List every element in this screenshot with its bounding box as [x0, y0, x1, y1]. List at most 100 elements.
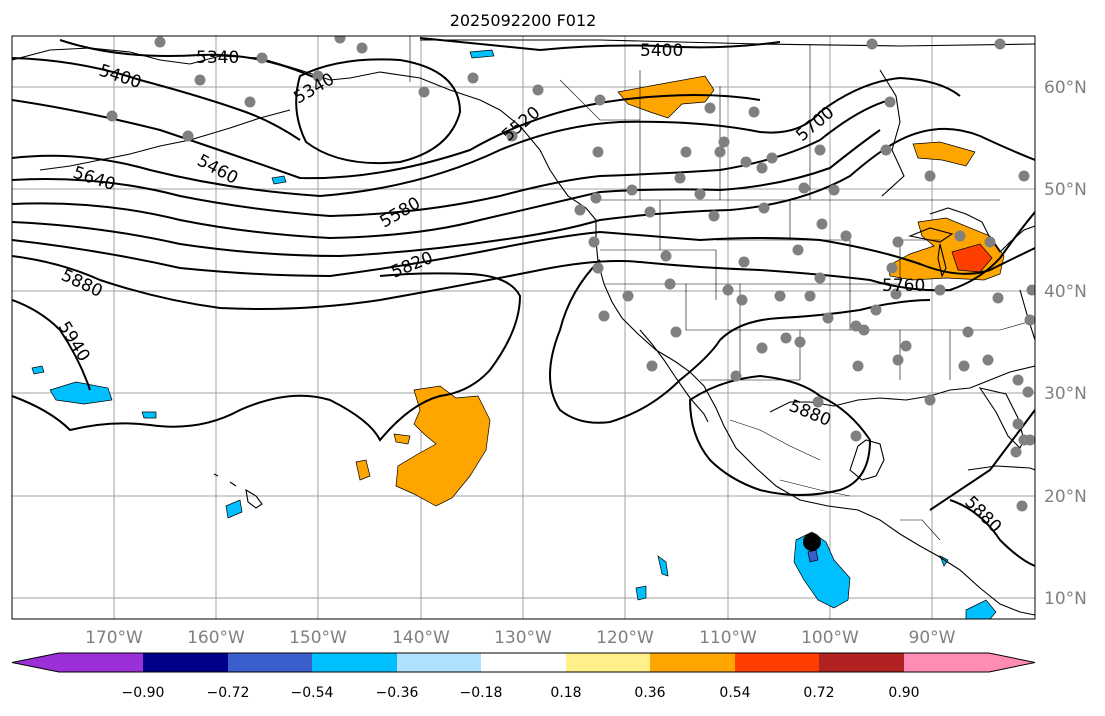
station-marker: [984, 236, 996, 248]
colorbar-tick-label: −0.36: [376, 685, 419, 701]
lon-label: 150°W: [289, 628, 347, 648]
station-marker: [182, 130, 194, 142]
station-marker: [792, 244, 804, 256]
station-marker: [982, 354, 994, 366]
colorbar-segment: [566, 653, 650, 672]
coastline-lake-michigan: [937, 243, 947, 278]
station-markers: [106, 36, 1035, 512]
negative-anomaly-area: [271, 175, 287, 185]
station-marker: [598, 310, 610, 322]
station-marker: [870, 304, 882, 316]
station-marker: [694, 188, 706, 200]
station-marker: [1016, 500, 1028, 512]
coastline-alaska: [12, 47, 559, 183]
station-marker: [588, 236, 600, 248]
contour-5940: [12, 299, 91, 391]
colorbar-segment: [59, 653, 143, 672]
station-marker: [924, 394, 936, 406]
colorbar-segment: [481, 653, 566, 672]
coastline-cuba: [967, 465, 1035, 471]
colorbar-tick-label: 0.90: [888, 685, 919, 701]
coastline-baja: [639, 329, 709, 423]
station-marker: [866, 38, 878, 50]
contour-5640: [12, 129, 881, 240]
station-marker: [774, 290, 786, 302]
colorbar-tick-label: −0.72: [207, 685, 250, 701]
colorbar-tick-label: −0.90: [122, 685, 165, 701]
negative-anomaly-area: [635, 585, 647, 601]
lat-label: 60°N: [1044, 78, 1087, 98]
colorbar-segment: [397, 653, 481, 672]
station-marker: [994, 38, 1006, 50]
contour-label: 5340: [196, 48, 239, 68]
station-marker: [506, 130, 518, 142]
station-marker: [626, 184, 638, 196]
lon-label: 160°W: [187, 628, 245, 648]
station-marker: [924, 170, 936, 182]
station-marker: [858, 324, 870, 336]
station-marker: [738, 256, 750, 268]
colorbar: [11, 652, 1036, 673]
colorbar-extend-low: [12, 653, 59, 672]
station-marker: [884, 96, 896, 108]
colorbar-segment: [819, 653, 904, 672]
negative-anomaly-area: [965, 599, 997, 619]
station-marker: [718, 136, 730, 148]
station-marker: [814, 272, 826, 284]
station-marker: [1018, 434, 1030, 446]
lon-label: 170°W: [85, 628, 143, 648]
station-marker: [714, 146, 726, 158]
station-marker: [154, 36, 166, 48]
station-marker: [1024, 314, 1035, 326]
height-contours: [12, 37, 1035, 567]
station-marker: [804, 290, 816, 302]
station-marker: [840, 230, 852, 242]
lon-label: 110°W: [699, 628, 757, 648]
station-marker: [194, 74, 206, 86]
station-marker: [1012, 418, 1024, 430]
lon-label: 130°W: [494, 628, 552, 648]
negative-anomaly-area: [657, 555, 669, 577]
colorbar-tick-label: 0.54: [719, 685, 750, 701]
station-marker: [758, 202, 770, 214]
station-marker: [356, 42, 368, 54]
station-marker: [467, 72, 479, 84]
coastline-aleutians: [39, 109, 291, 171]
station-marker: [880, 144, 892, 156]
contour-5340: [59, 39, 321, 81]
map-panel: 5340 5400 5400 5460 5520 5580 5640 5700 …: [12, 36, 1035, 619]
contour-5400: [12, 57, 301, 141]
station-marker: [828, 184, 840, 196]
station-marker: [740, 156, 752, 168]
station-marker: [674, 172, 686, 184]
lat-label: 40°N: [1044, 282, 1087, 302]
highlighted-station-marker: [803, 533, 821, 551]
contour-5760: [12, 230, 1035, 278]
station-marker: [850, 430, 862, 442]
station-marker: [730, 370, 742, 382]
lon-label: 120°W: [596, 628, 654, 648]
station-marker: [892, 354, 904, 366]
station-marker: [814, 144, 826, 156]
station-marker: [708, 210, 720, 222]
colorbar-segment: [904, 653, 989, 672]
station-marker: [244, 96, 256, 108]
station-marker: [646, 360, 658, 372]
station-marker: [748, 106, 760, 118]
contour-5880-east: [949, 499, 1035, 567]
station-marker: [660, 250, 672, 262]
contour-5880-pacific: [12, 272, 522, 442]
station-marker: [1012, 374, 1024, 386]
coastline-hudson-bay: [879, 69, 905, 197]
colorbar-tick-labels: −0.90 −0.72 −0.54 −0.36 −0.18 0.18 0.36 …: [122, 685, 920, 701]
lat-label: 10°N: [1044, 589, 1087, 609]
positive-anomaly-max: [951, 243, 993, 273]
contour-5400-east: [419, 37, 781, 52]
lat-label: 20°N: [1044, 487, 1087, 507]
station-marker: [664, 278, 676, 290]
positive-anomaly-area: [617, 75, 715, 119]
station-marker: [954, 230, 966, 242]
station-marker: [312, 70, 324, 82]
positive-anomaly-area: [393, 433, 411, 445]
